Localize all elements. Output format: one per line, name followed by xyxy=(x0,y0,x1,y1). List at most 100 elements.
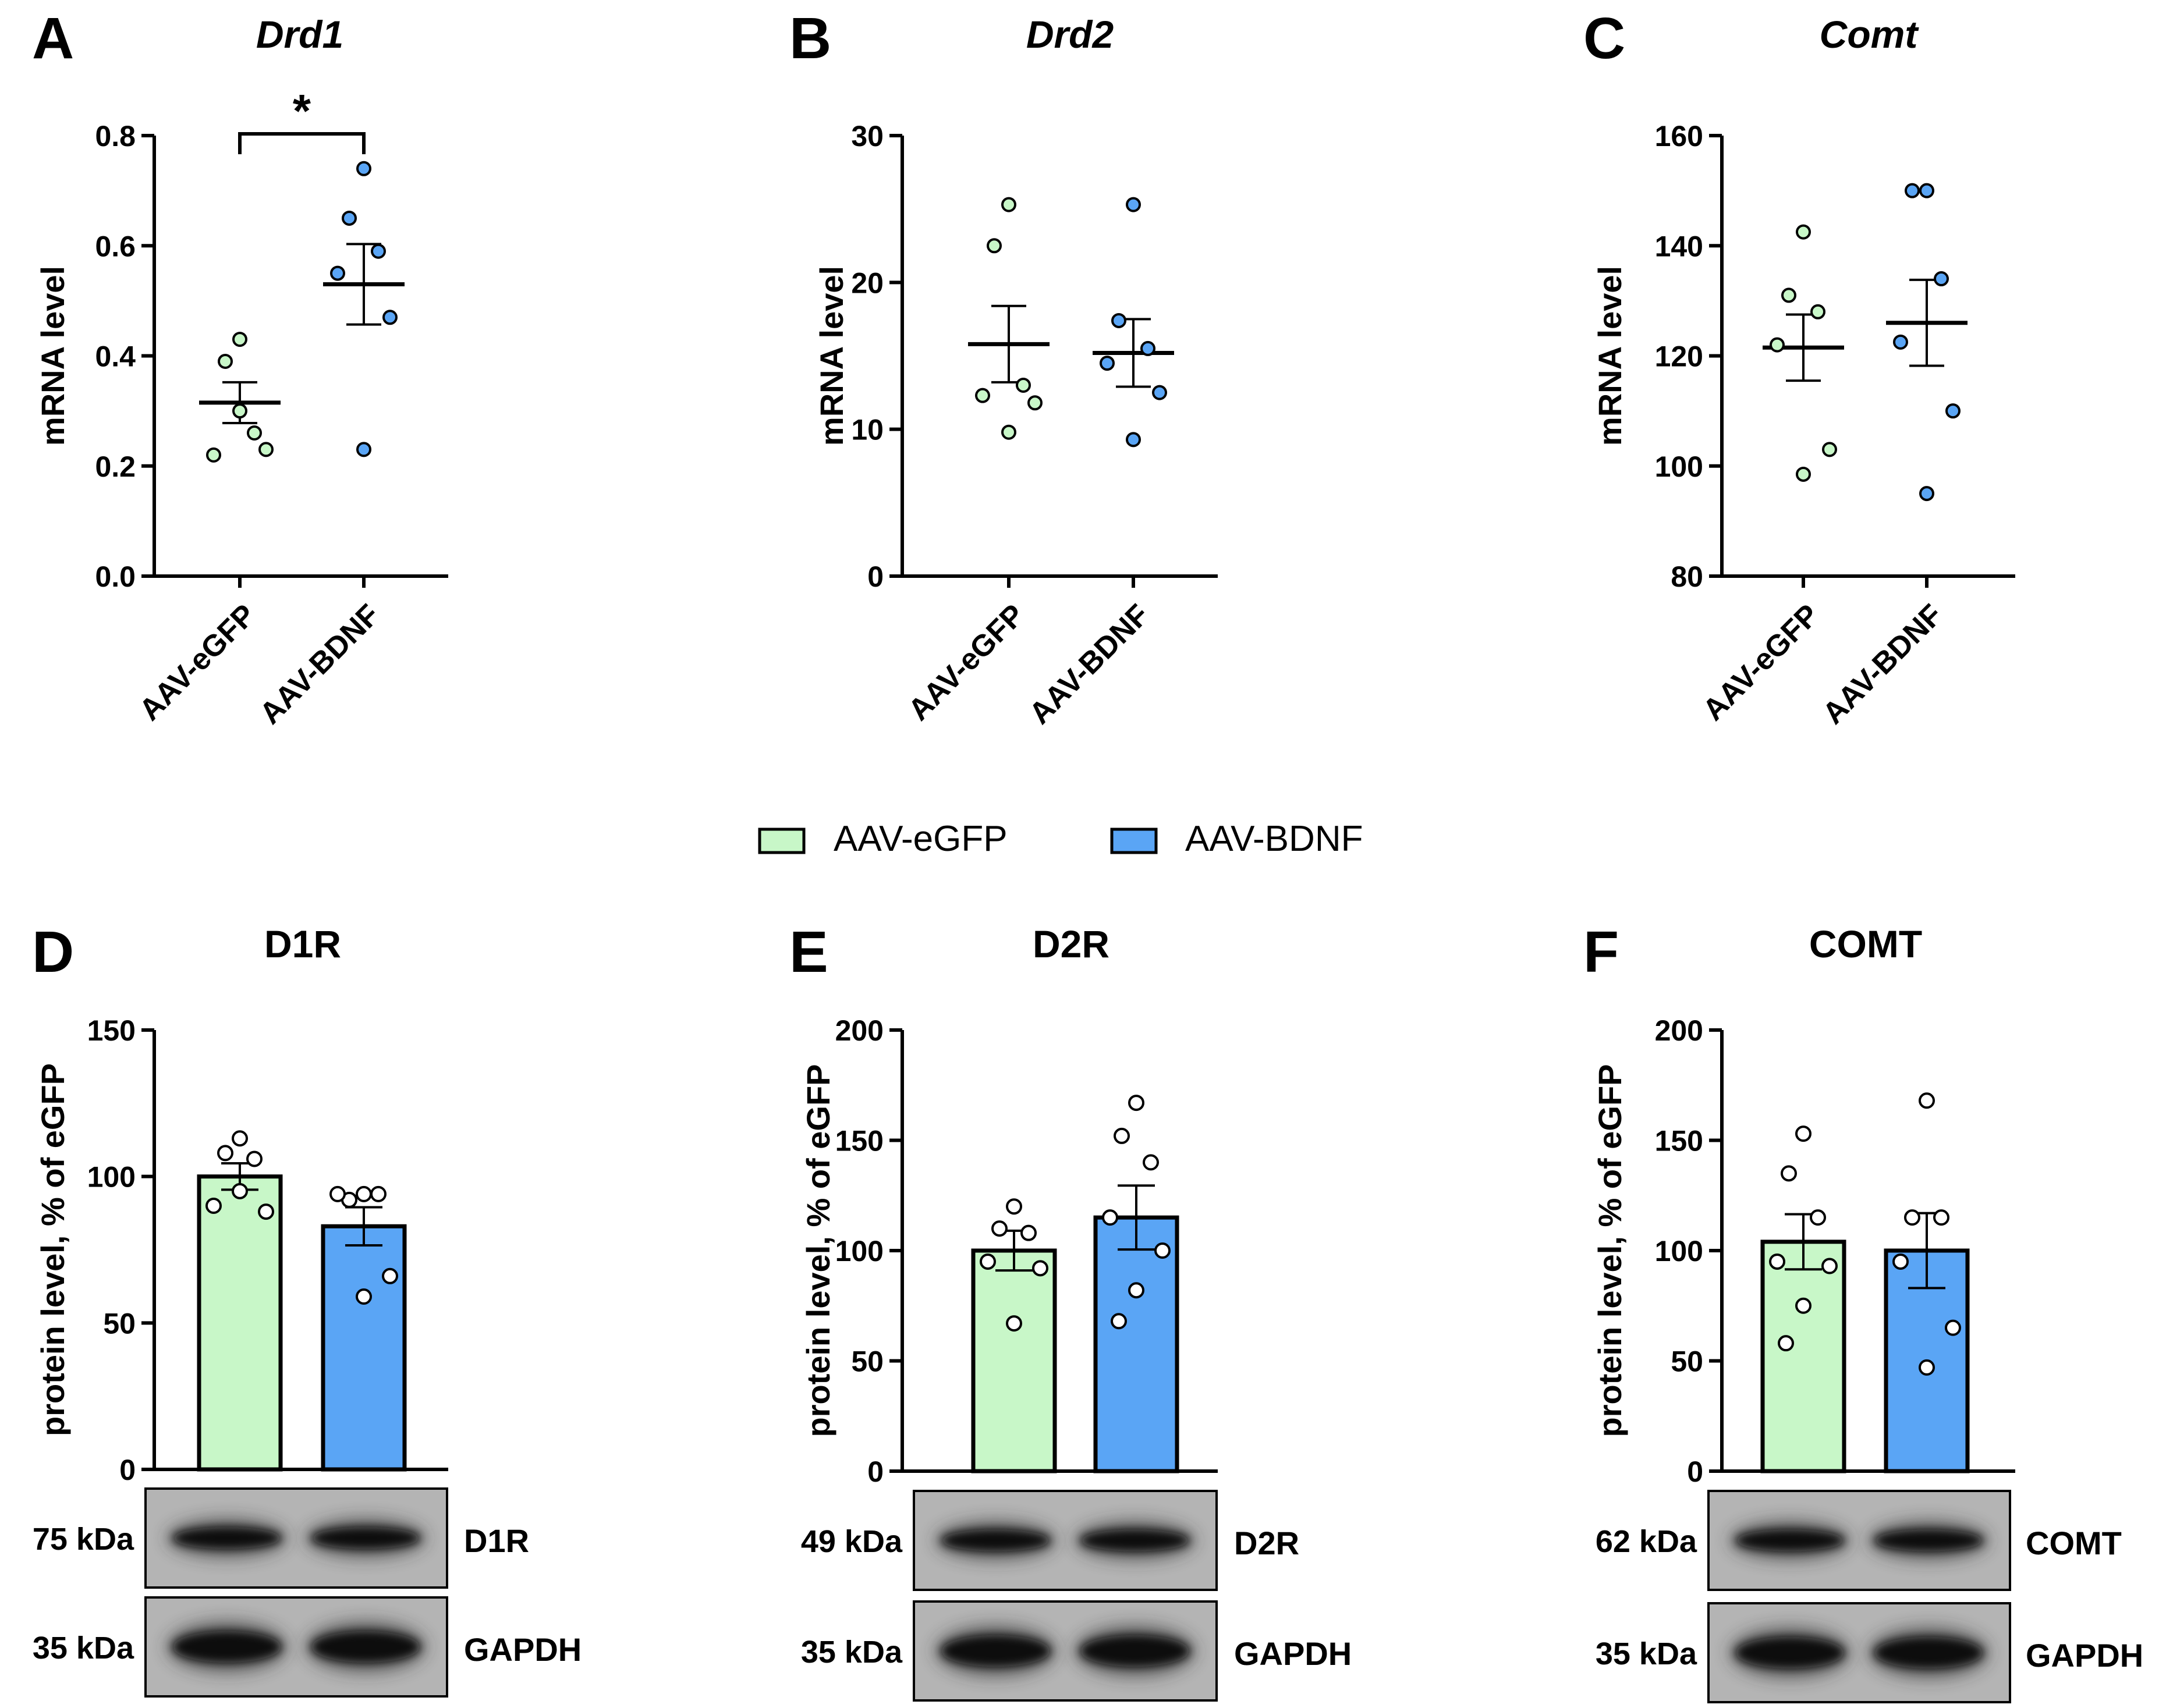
blot-target xyxy=(913,1490,1218,1591)
legend: AAV-eGFP AAV-BDNF xyxy=(758,819,1363,859)
data-point xyxy=(987,238,1002,254)
data-point xyxy=(1893,334,1908,350)
data-point xyxy=(1102,1209,1118,1226)
data-point xyxy=(1945,403,1961,419)
data-point xyxy=(991,1220,1008,1237)
blot-loading-kda: 35 kDa xyxy=(1596,1636,1697,1671)
bar xyxy=(321,1224,407,1472)
blot-loading-control xyxy=(913,1600,1218,1702)
data-point xyxy=(1111,313,1126,328)
data-point xyxy=(246,1150,263,1167)
bar xyxy=(197,1174,283,1472)
panel-c-comt: C Comt 80 100 120 140 160 mRNA level AAV-eGFPAAV… xyxy=(1583,6,2015,731)
y-tick-label: 200 xyxy=(1655,1014,1703,1047)
y-axis-label: mRNA level xyxy=(813,266,850,446)
chart-title: Drd2 xyxy=(1026,13,1114,56)
y-axis-label: protein level, % of eGFP xyxy=(34,1063,71,1436)
y-tick-label: 100 xyxy=(835,1235,884,1267)
data-point xyxy=(1810,1209,1826,1226)
legend-label-bdnf: AAV-BDNF xyxy=(1185,819,1363,859)
data-point xyxy=(370,1185,387,1202)
data-point xyxy=(1795,1125,1812,1142)
data-point xyxy=(356,442,371,457)
data-point xyxy=(329,1185,346,1202)
y-tick-label: 150 xyxy=(835,1125,884,1157)
blot-target-label: D2R xyxy=(1234,1525,1299,1561)
y-tick-label: 50 xyxy=(851,1345,884,1378)
blot-band xyxy=(1080,1529,1190,1551)
data-point xyxy=(1781,287,1796,303)
blot-band xyxy=(311,1631,420,1663)
chart-title: COMT xyxy=(1809,922,1922,965)
blot-band xyxy=(1874,1529,1983,1551)
data-point xyxy=(1111,1313,1127,1330)
data-point xyxy=(975,388,990,403)
data-point xyxy=(1140,340,1155,356)
blot-target-label: D1R xyxy=(464,1522,529,1559)
data-point xyxy=(1126,432,1141,448)
data-point xyxy=(1810,304,1825,319)
data-point xyxy=(1904,1209,1920,1226)
blot-band xyxy=(311,1527,420,1549)
data-point xyxy=(232,403,247,419)
data-point xyxy=(1016,377,1031,393)
data-point xyxy=(1154,1242,1171,1259)
panel-d-d1r: D D1R 0 50 100 150 protein level, % of eGFP 75 … xyxy=(32,919,582,1698)
data-point xyxy=(1006,1315,1022,1332)
data-point xyxy=(1822,442,1837,457)
data-point xyxy=(218,353,233,369)
data-point xyxy=(258,1203,274,1220)
data-point xyxy=(1919,183,1934,198)
y-axis-label: protein level, % of eGFP xyxy=(800,1064,836,1437)
blot-loading-kda: 35 kDa xyxy=(33,1631,134,1666)
blot-loading-label: GAPDH xyxy=(1234,1635,1352,1672)
y-axis-label: mRNA level xyxy=(34,266,71,446)
y-tick-label: 160 xyxy=(1655,120,1703,152)
blot-band xyxy=(1735,1529,1845,1551)
y-tick-label: 0.2 xyxy=(95,450,136,483)
significance-star: * xyxy=(293,85,311,137)
y-tick-label: 0.6 xyxy=(95,230,136,262)
y-tick-label: 100 xyxy=(1655,450,1703,483)
blot-band xyxy=(941,1635,1050,1667)
blot-band xyxy=(1080,1635,1190,1667)
data-point xyxy=(356,1185,372,1202)
panel-letter-e: E xyxy=(789,919,828,985)
data-point xyxy=(356,161,371,176)
data-point xyxy=(342,210,357,226)
data-point xyxy=(232,1183,248,1199)
y-tick-label: 150 xyxy=(87,1014,136,1047)
bar xyxy=(1760,1240,1846,1473)
panel-letter-f: F xyxy=(1583,919,1619,985)
data-point xyxy=(232,1130,248,1147)
panel-letter-a: A xyxy=(32,6,74,71)
panel-f-comt-protein: F COMT 0 50 100 150 200 protein level, % of eGF… xyxy=(1583,919,2143,1703)
y-tick-label: 0 xyxy=(867,560,884,593)
y-tick-label: 100 xyxy=(1655,1235,1703,1267)
blot-band xyxy=(941,1529,1050,1551)
blot-target-kda: 49 kDa xyxy=(801,1524,903,1559)
y-tick-label: 0.0 xyxy=(95,560,136,593)
data-point xyxy=(1933,1209,1949,1226)
data-point xyxy=(206,447,221,463)
y-tick-label: 150 xyxy=(1655,1125,1703,1157)
data-point xyxy=(232,332,247,347)
blot-band xyxy=(1735,1636,1845,1669)
data-point xyxy=(1001,424,1016,440)
data-point xyxy=(1152,385,1167,400)
blot-band xyxy=(172,1527,282,1549)
blot-band xyxy=(1874,1636,1983,1669)
chart-title: D2R xyxy=(1033,922,1109,965)
y-tick-label: 140 xyxy=(1655,230,1703,262)
y-tick-label: 0 xyxy=(119,1454,136,1486)
data-point xyxy=(1006,1198,1022,1215)
y-tick-label: 80 xyxy=(1671,560,1703,593)
panel-a-drd1: A Drd1 0.0 0.2 0.4 0.6 0.8 mRNA level AAV-eGFPAA… xyxy=(32,6,448,731)
data-point xyxy=(382,310,398,325)
x-tick-label: AAV-BDNF xyxy=(253,598,386,730)
data-point xyxy=(1126,197,1141,212)
data-point xyxy=(1778,1335,1794,1352)
data-point xyxy=(1100,356,1115,371)
